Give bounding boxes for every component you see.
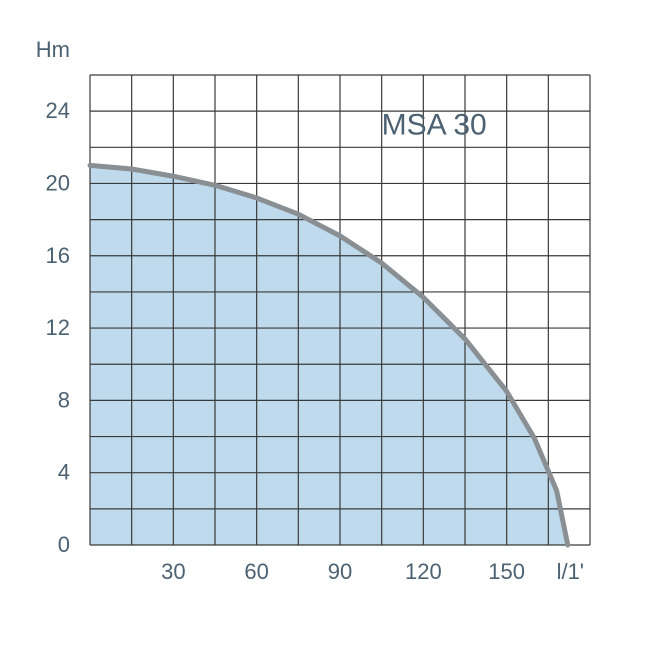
y-tick-label: 0 bbox=[58, 532, 70, 557]
x-tick-label: 150 bbox=[488, 559, 525, 584]
y-tick-label: 24 bbox=[46, 98, 70, 123]
curve-title-label: MSA 30 bbox=[382, 109, 487, 142]
y-tick-label: 4 bbox=[58, 460, 70, 485]
chart-svg: 0 4 8 12 16 20 24 Hm 30 60 90 120 150 l/1' MSA 30 bbox=[0, 0, 650, 650]
x-tick-label: 30 bbox=[161, 559, 185, 584]
x-tick-label: 90 bbox=[328, 559, 352, 584]
y-tick-label: 8 bbox=[58, 387, 70, 412]
y-tick-label: 16 bbox=[46, 243, 70, 268]
y-axis-unit-label: Hm bbox=[36, 37, 70, 62]
x-tick-label: 120 bbox=[405, 559, 442, 584]
x-axis-unit-label: l/1' bbox=[557, 559, 584, 584]
y-tick-label: 12 bbox=[46, 315, 70, 340]
x-tick-label: 60 bbox=[244, 559, 268, 584]
y-tick-label: 20 bbox=[46, 170, 70, 195]
pump-curve-chart: 0 4 8 12 16 20 24 Hm 30 60 90 120 150 l/1' MSA 30 bbox=[0, 0, 650, 650]
